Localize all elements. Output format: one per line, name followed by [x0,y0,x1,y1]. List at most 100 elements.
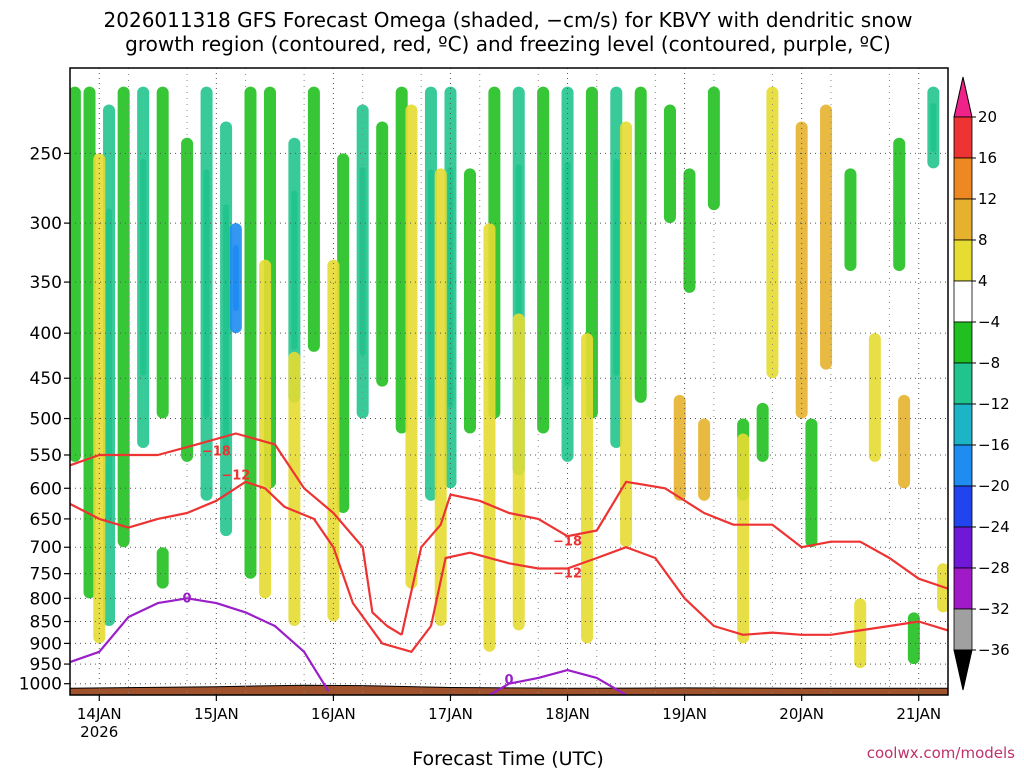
omega-band-core [291,190,298,350]
omega-band [337,153,350,513]
contour-labels: −18 −12 −18 −12 0 0 [183,444,582,687]
colorbar-swatch [953,362,973,405]
omega-band [868,333,881,462]
x-tick-label: 21JAN [896,705,941,723]
omega-band [434,168,447,626]
omega-band-core [203,169,210,418]
omega-band-core [447,166,454,408]
omega-band [907,612,920,665]
omega-band-core [359,167,366,356]
colorbar-swatch [953,239,973,282]
colorbar: 20 16 12 8 4 −4 −8 −12 −16 −20 −24 −28 −32 −36 [953,76,1010,691]
colorbar-swatch [953,116,973,159]
chart-title-line-2: growth region (contoured, red, ºC) and f… [125,32,891,56]
credit-link[interactable]: coolwx.com/models [867,744,1015,762]
contour-line [70,480,432,653]
omega-band [898,394,911,489]
colorbar-label: 16 [978,149,997,167]
colorbar-label: −8 [978,354,1000,372]
omega-band-core [223,204,230,454]
omega-band [737,433,750,644]
y-tick-label: 900 [30,634,62,654]
y-tick-label: 500 [30,410,62,430]
omega-band [805,418,818,548]
omega-band [376,121,389,387]
x-tick-label: 17JAN [428,705,473,723]
omega-band [620,121,633,548]
x-axis-title: Forecast Time (UTC) [412,748,603,768]
omega-band [537,86,550,434]
contour-line [488,669,627,695]
y-tick-label: 300 [30,214,62,234]
omega-band [259,259,272,599]
omega-band [795,121,808,419]
contour-label: −18 [202,444,231,459]
omega-band [327,259,340,622]
omega-band [820,104,833,370]
colorbar-label: −32 [978,600,1010,618]
x-tick-label: 14JAN [77,705,122,723]
contour-label: −12 [553,567,582,582]
x-tick-label: 18JAN [545,705,590,723]
omega-band [707,86,720,211]
omega-band [463,168,476,434]
y-tick-label: 400 [30,324,62,344]
colorbar-swatch [953,567,973,610]
omega-band [117,86,130,548]
colorbar-label: −16 [978,436,1010,454]
colorbar-swatch [953,198,973,241]
x-tick-label: 20JAN [779,705,824,723]
omega-band [854,598,867,669]
omega-band [288,351,301,626]
colorbar-swatch [953,526,973,569]
colorbar-label: 20 [978,108,997,126]
y-tick-label: 350 [30,273,62,293]
contour-line [400,480,948,636]
omega-shading [70,86,948,669]
omega-band [156,86,169,419]
omega-band [307,86,320,352]
colorbar-swatch [953,485,973,528]
y-tick-label: 1000 [19,675,62,695]
y-tick-label: 600 [30,479,62,499]
colorbar-swatch [953,280,973,323]
y-tick-label: 700 [30,538,62,558]
colorbar-label: −12 [978,395,1010,413]
y-tick-label: 550 [30,446,62,466]
contour-label: −12 [221,468,250,483]
omega-band [70,86,81,462]
omega-band [395,86,408,434]
temperature-contours [70,432,948,695]
omega-band [405,104,418,589]
contour-line [70,432,403,636]
omega-band [663,104,676,224]
colorbar-swatch [953,321,973,364]
omega-band [893,137,906,271]
omega-band [844,168,857,271]
colorbar-label: 12 [978,190,997,208]
omega-band [683,168,696,293]
omega-band-core [613,158,620,376]
colorbar-swatch [953,157,973,200]
colorbar-swatch [953,403,973,446]
colorbar-label: −36 [978,641,1010,659]
x-tick-sublabel: 2026 [80,723,118,741]
colorbar-max-triangle [953,76,973,118]
omega-band [483,223,496,652]
contour-label: 0 [183,591,192,606]
x-tick-label: 16JAN [311,705,356,723]
omega-band [698,418,711,501]
colorbar-min-triangle [953,649,973,691]
colorbar-swatch [953,608,973,651]
omega-band [634,86,647,403]
y-tick-label: 750 [30,565,62,585]
y-axis: 2503003504004505005506006507007508008509… [19,144,70,695]
chart-title-line-1: 2026011318 GFS Forecast Omega (shaded, −… [104,8,913,32]
omega-band-core [232,245,239,312]
omega-band [83,86,96,599]
contour-label: 0 [504,673,513,688]
colorbar-label: −28 [978,559,1010,577]
omega-band-core [106,208,113,522]
omega-band [512,313,525,631]
